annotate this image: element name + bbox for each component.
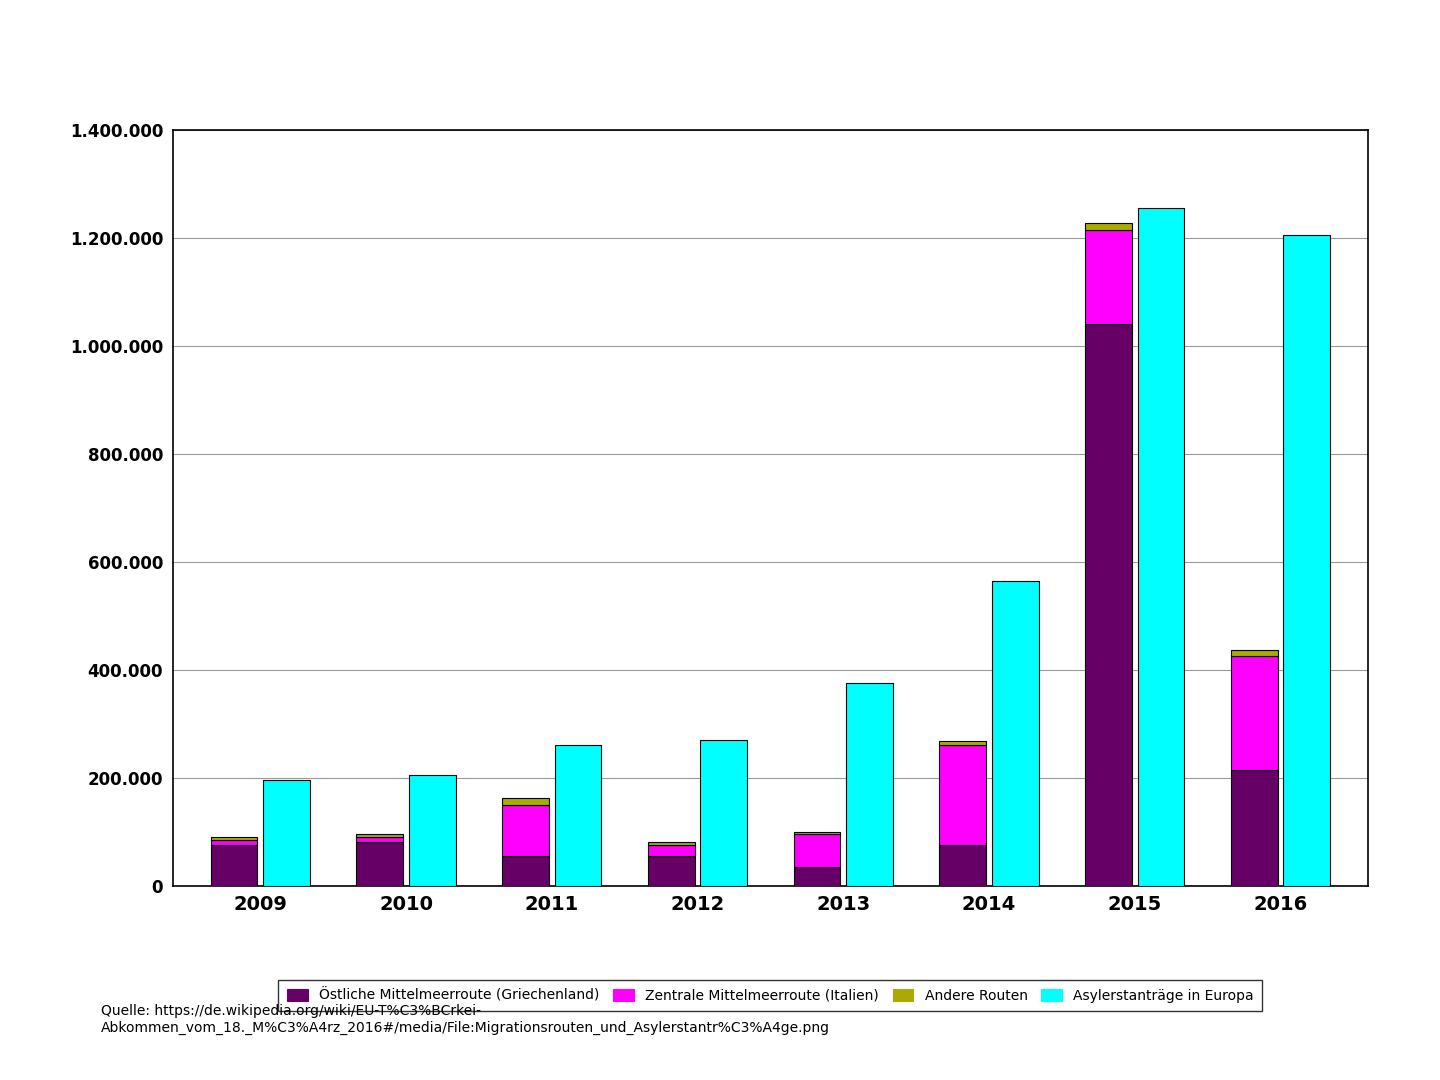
Bar <box>210 840 258 845</box>
Bar <box>503 805 549 855</box>
Bar <box>847 684 893 886</box>
Bar <box>1086 224 1132 230</box>
Bar <box>1231 649 1277 656</box>
Bar <box>1231 769 1277 886</box>
Bar <box>648 855 694 886</box>
Bar <box>939 845 986 886</box>
Bar <box>1086 324 1132 886</box>
Bar <box>210 837 258 840</box>
Bar <box>939 745 986 845</box>
Bar <box>793 834 841 866</box>
Bar <box>357 834 403 837</box>
Bar <box>554 745 602 886</box>
Bar <box>357 837 403 842</box>
Legend: Östliche Mittelmeerroute (Griechenland), Zentrale Mittelmeerroute (Italien), And: Östliche Mittelmeerroute (Griechenland),… <box>278 980 1263 1011</box>
Bar <box>648 842 694 845</box>
Bar <box>357 842 403 886</box>
Text: Quelle: https://de.wikipedia.org/wiki/EU-T%C3%BCrkei-
Abkommen_vom_18._M%C3%A4rz: Quelle: https://de.wikipedia.org/wiki/EU… <box>101 1004 829 1035</box>
Bar <box>939 742 986 745</box>
Bar <box>793 866 841 886</box>
Bar <box>1138 208 1184 886</box>
Bar <box>793 832 841 834</box>
Bar <box>210 845 258 886</box>
Bar <box>503 798 549 805</box>
Bar <box>648 845 694 855</box>
Bar <box>992 581 1038 886</box>
Bar <box>1231 656 1277 769</box>
Bar <box>1086 230 1132 324</box>
Bar <box>1283 235 1331 886</box>
Bar <box>503 855 549 886</box>
Bar <box>264 780 310 886</box>
Bar <box>409 775 455 886</box>
Bar <box>700 740 747 886</box>
